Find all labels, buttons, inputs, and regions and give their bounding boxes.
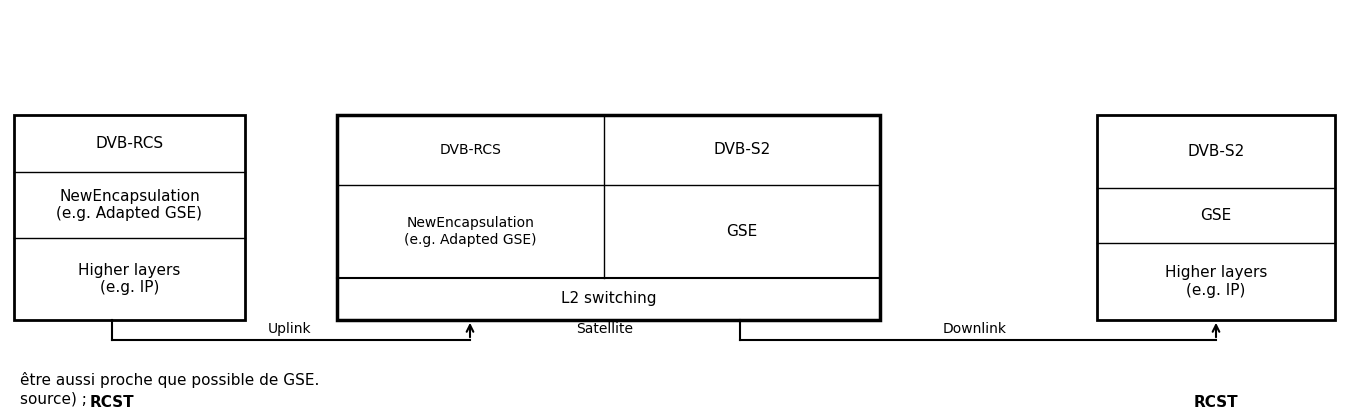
Text: source) ;: source) ;: [20, 392, 86, 407]
Text: NewEncapsulation
(e.g. Adapted GSE): NewEncapsulation (e.g. Adapted GSE): [57, 189, 202, 221]
Text: RCST: RCST: [89, 395, 135, 407]
Text: Satellite: Satellite: [576, 322, 634, 336]
Bar: [1097, 115, 1336, 320]
Text: DVB-RCS: DVB-RCS: [96, 136, 163, 151]
Text: L2 switching: L2 switching: [561, 291, 656, 306]
Bar: [337, 115, 880, 320]
Text: DVB-S2: DVB-S2: [714, 142, 770, 158]
Text: Downlink: Downlink: [943, 322, 1006, 336]
Text: être aussi proche que possible de GSE.: être aussi proche que possible de GSE.: [20, 372, 320, 388]
Bar: [13, 115, 246, 320]
Text: GSE: GSE: [1201, 208, 1232, 223]
Text: RCST: RCST: [1194, 395, 1238, 407]
Text: Higher layers
(e.g. IP): Higher layers (e.g. IP): [1164, 265, 1267, 298]
Text: NewEncapsulation
(e.g. Adapted GSE): NewEncapsulation (e.g. Adapted GSE): [405, 217, 537, 247]
Text: Higher layers
(e.g. IP): Higher layers (e.g. IP): [78, 263, 181, 295]
Text: DVB-RCS: DVB-RCS: [440, 143, 502, 157]
Text: DVB-S2: DVB-S2: [1187, 144, 1245, 159]
Text: GSE: GSE: [726, 224, 758, 239]
Text: Uplink: Uplink: [268, 322, 312, 336]
